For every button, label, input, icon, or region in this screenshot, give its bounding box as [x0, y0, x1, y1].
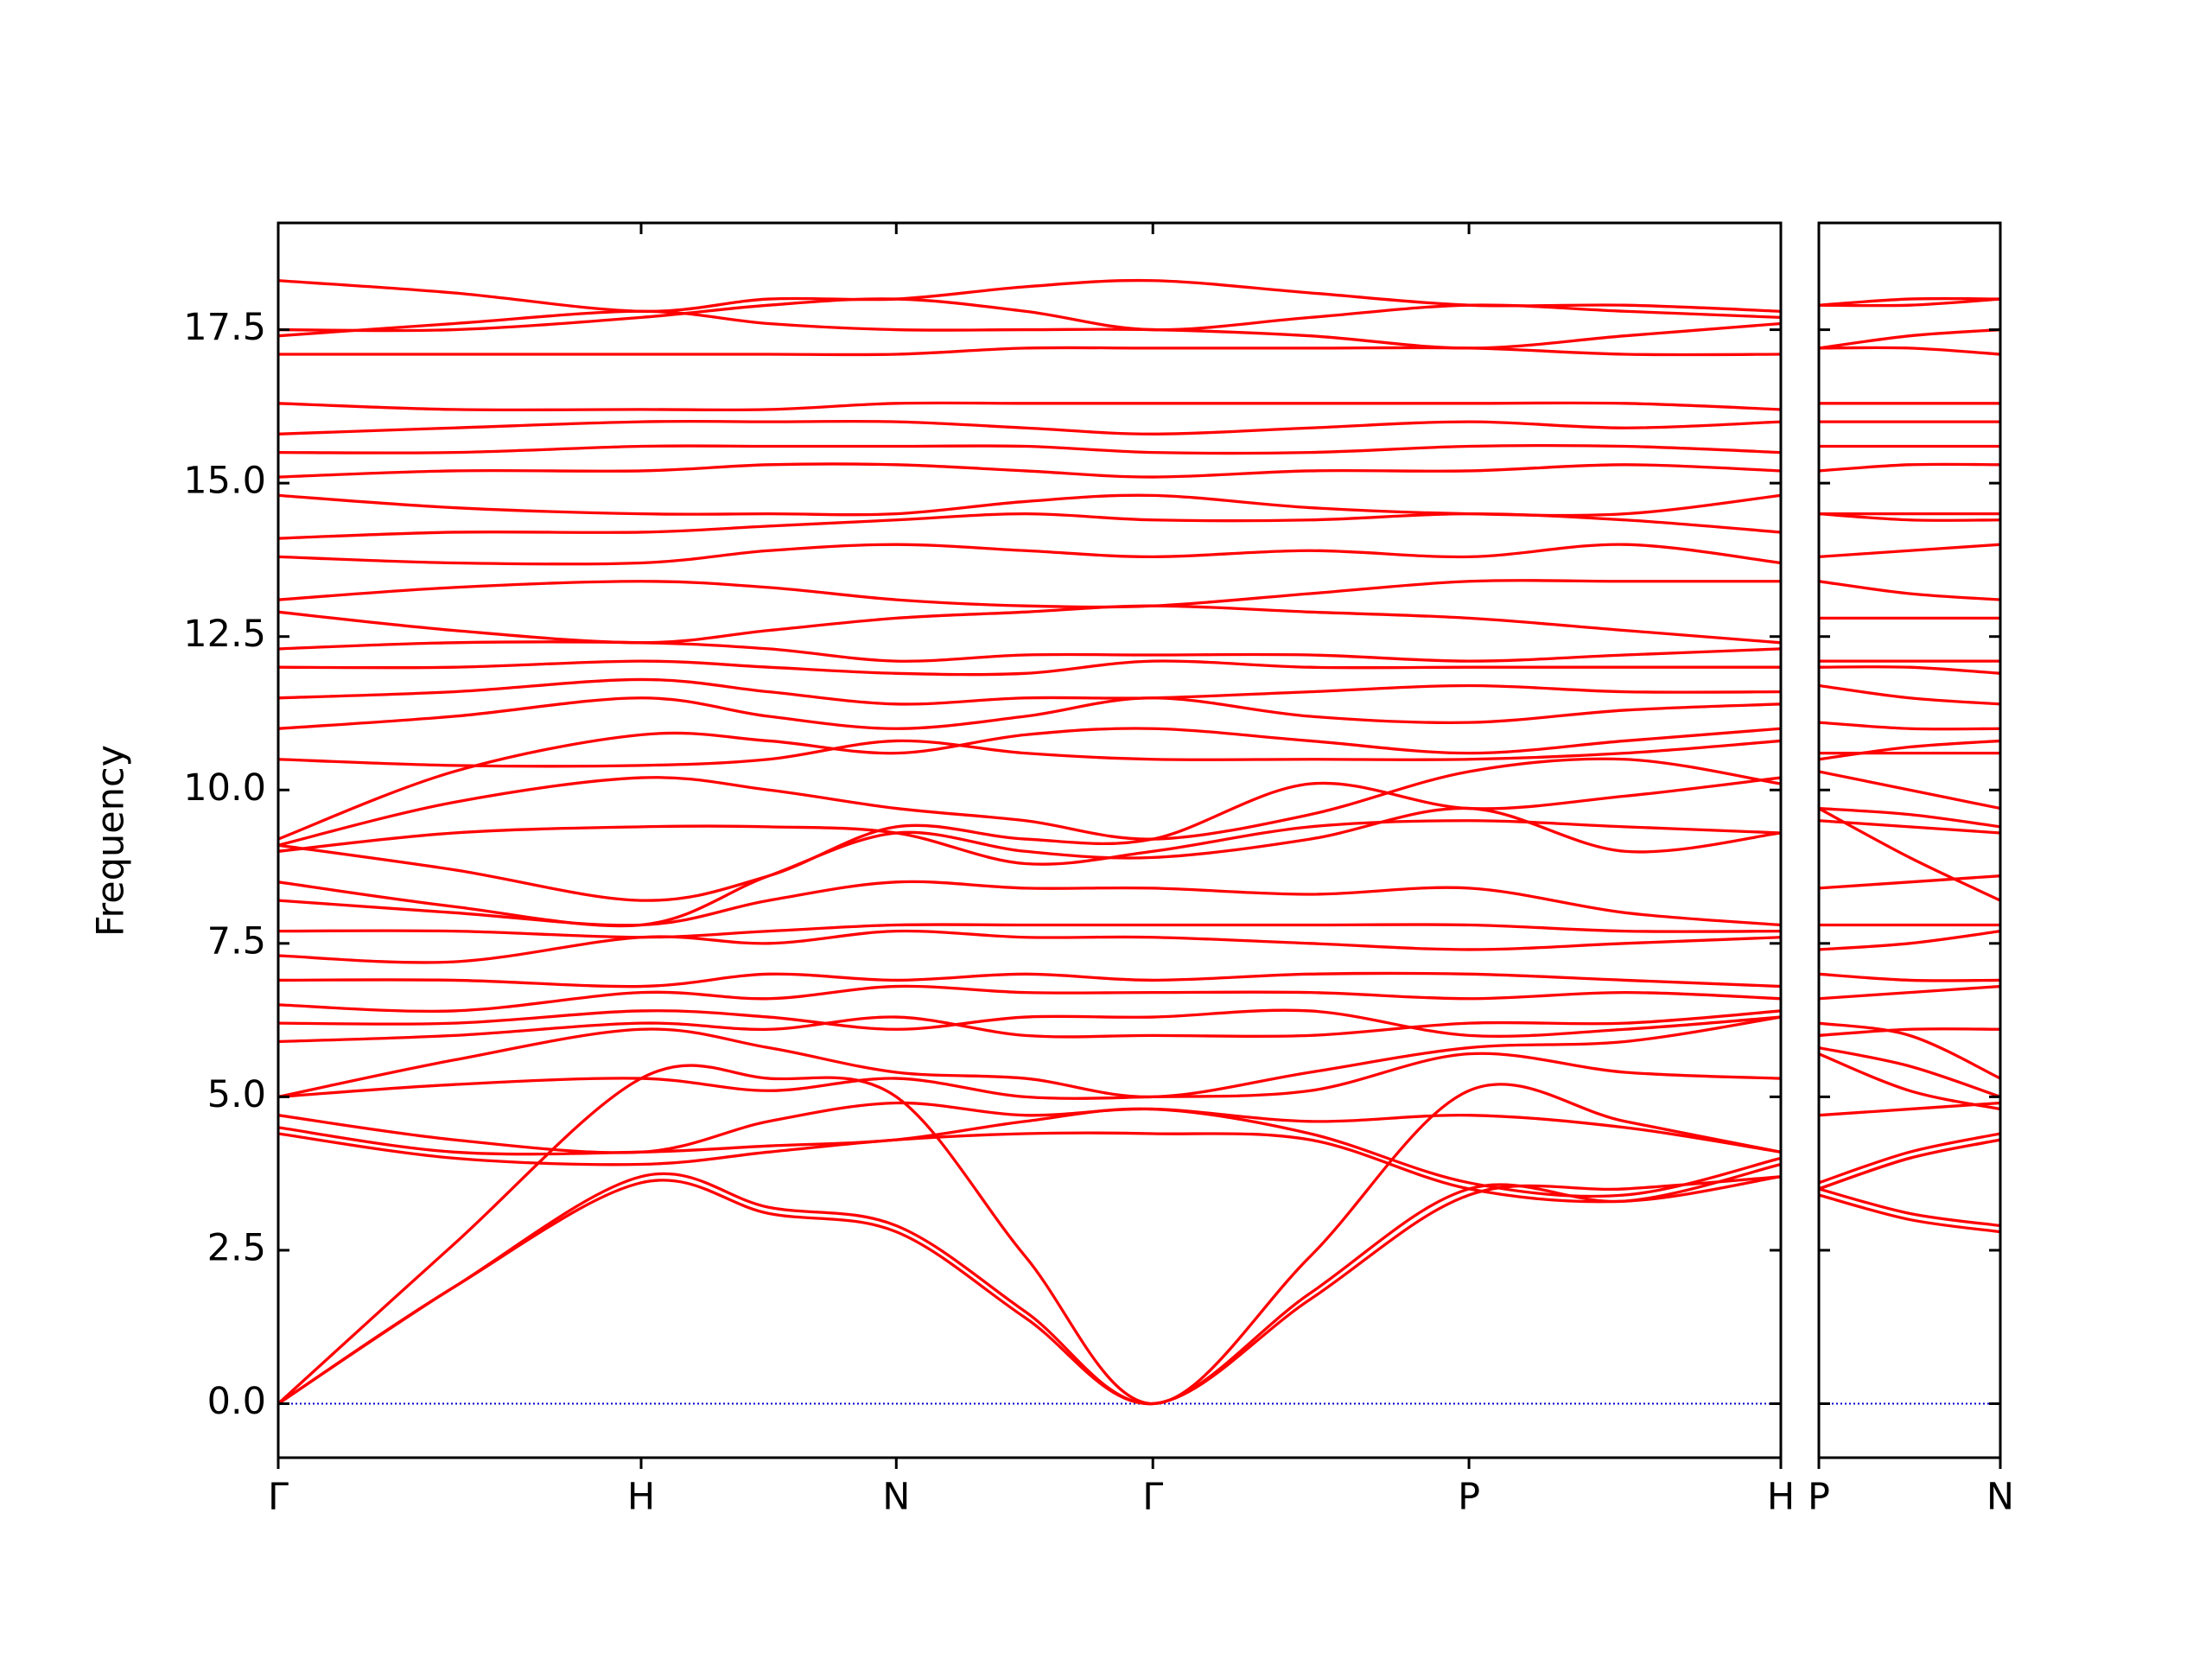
band-line: [1819, 819, 2000, 835]
band-line: [1819, 1138, 2000, 1191]
band-line: [278, 984, 1781, 1014]
band-line: [278, 297, 1781, 333]
band-line: [1819, 806, 2000, 829]
band-line: [1819, 296, 2000, 307]
band-line: [278, 309, 1781, 350]
band-line: [278, 806, 1781, 928]
band-line: [1819, 346, 2000, 356]
band-line: [278, 1162, 1781, 1406]
y-tick-label: 12.5: [183, 613, 266, 656]
band-line: [278, 1175, 1781, 1406]
band-line: [278, 543, 1781, 566]
band-line: [1819, 770, 2000, 810]
x-tick-label: H: [1767, 1476, 1795, 1519]
band-line: [1819, 580, 2000, 601]
y-tick-label: 15.0: [183, 460, 266, 503]
y-tick-label: 7.5: [207, 919, 266, 963]
axes-frame: [276, 221, 1783, 1459]
band-line: [278, 757, 1781, 847]
band-line: [1819, 721, 2000, 731]
band-line: [1819, 1138, 2000, 1191]
band-line: [278, 346, 1781, 357]
band-line: [278, 659, 1781, 677]
band-line: [278, 923, 1781, 939]
band-line: [1819, 512, 2000, 522]
band-line: [1819, 297, 2000, 308]
y-tick-label: 10.0: [183, 766, 266, 810]
band-line: [1819, 984, 2000, 1001]
band-line: [278, 1131, 1781, 1204]
band-line: [1819, 1027, 2000, 1038]
band-line: [1819, 1193, 2000, 1234]
band-line: [278, 462, 1781, 479]
band-line: [278, 493, 1781, 518]
band-line: [278, 819, 1781, 866]
band-line: [1819, 972, 2000, 982]
band-line: [278, 1008, 1781, 1038]
y-tick-label: 0.0: [207, 1380, 266, 1423]
band-line: [1819, 1132, 2000, 1185]
x-tick-label: N: [882, 1476, 910, 1519]
x-tick-label: Γ: [268, 1476, 289, 1519]
band-line: [1819, 739, 2000, 761]
band-line: [278, 1064, 1781, 1406]
band-line: [1819, 929, 2000, 951]
band-line: [1819, 683, 2000, 706]
band-line: [1819, 807, 2000, 902]
band-line: [278, 443, 1781, 455]
y-tick-label: 5.0: [207, 1073, 266, 1116]
band-line: [278, 278, 1781, 313]
plot-area: [278, 278, 1781, 1406]
band-line: [1819, 327, 2000, 350]
band-line: [278, 1107, 1781, 1198]
band-line: [1819, 665, 2000, 675]
band-line: [278, 604, 1781, 645]
band-line: [278, 401, 1781, 412]
band-line: [278, 1015, 1781, 1099]
band-line: [1819, 462, 2000, 473]
x-tick-label: P: [1808, 1476, 1830, 1519]
band-line: [1819, 1052, 2000, 1111]
band-line: [278, 1052, 1781, 1100]
band-line: [278, 929, 1781, 964]
band-line: [278, 739, 1781, 768]
band-line: [278, 696, 1781, 730]
band-line: [278, 1101, 1781, 1154]
band-line: [1819, 1046, 2000, 1098]
band-line: [278, 971, 1781, 988]
band-line: [1819, 1187, 2000, 1228]
x-tick-label: P: [1458, 1476, 1480, 1519]
band-line: [278, 880, 1781, 927]
band-line: [1819, 543, 2000, 559]
band-line: [278, 512, 1781, 540]
y-tick-label: 2.5: [207, 1226, 266, 1269]
band-line: [278, 1009, 1781, 1044]
band-line: [278, 419, 1781, 435]
y-tick-label: 17.5: [183, 306, 266, 349]
band-line: [278, 640, 1781, 663]
plot-area: [1819, 296, 2000, 1234]
band-line: [278, 677, 1781, 706]
x-tick-label: N: [1986, 1476, 2014, 1519]
band-line: [278, 579, 1781, 609]
band-line: [1819, 874, 2000, 890]
band-line: [1819, 1021, 2000, 1080]
x-tick-label: H: [627, 1476, 655, 1519]
band-line: [278, 727, 1781, 841]
axes-frame: [1817, 221, 2002, 1459]
x-tick-label: Γ: [1142, 1476, 1163, 1519]
band-line: [278, 776, 1781, 902]
y-axis-label: Frequency: [90, 745, 133, 937]
